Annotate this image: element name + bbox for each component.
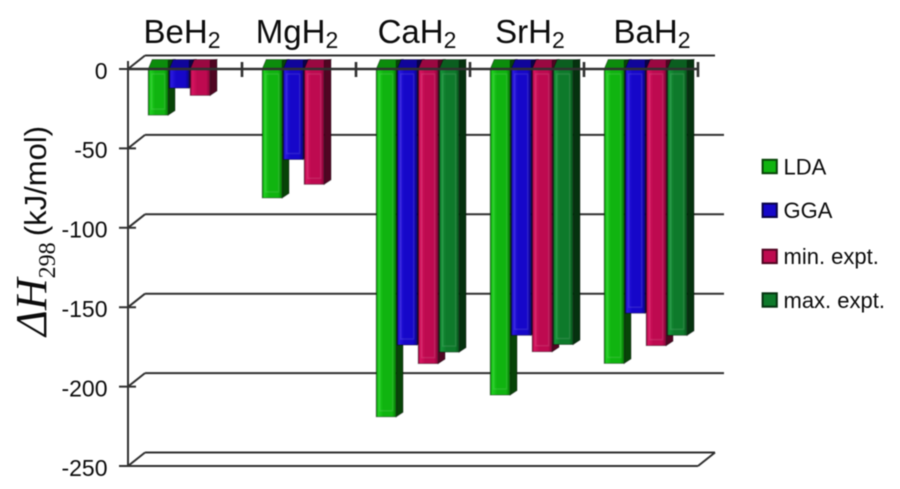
svg-text:-250: -250	[61, 455, 107, 481]
svg-text:ΔH298 (kJ/mol): ΔH298 (kJ/mol)	[7, 126, 61, 338]
svg-text:-150: -150	[61, 296, 107, 322]
svg-text:MgH2: MgH2	[256, 13, 338, 53]
svg-text:BeH2: BeH2	[144, 13, 221, 53]
svg-text:-50: -50	[74, 137, 107, 163]
svg-text:CaH2: CaH2	[378, 13, 457, 53]
svg-text:GGA: GGA	[784, 198, 833, 223]
svg-text:0: 0	[95, 58, 108, 84]
svg-text:max. expt.: max. expt.	[784, 288, 885, 313]
svg-text:min. expt.: min. expt.	[784, 244, 879, 269]
svg-text:LDA: LDA	[784, 154, 827, 179]
svg-text:-100: -100	[61, 217, 107, 243]
svg-text:-200: -200	[61, 375, 107, 401]
svg-text:BaH2: BaH2	[614, 13, 691, 53]
